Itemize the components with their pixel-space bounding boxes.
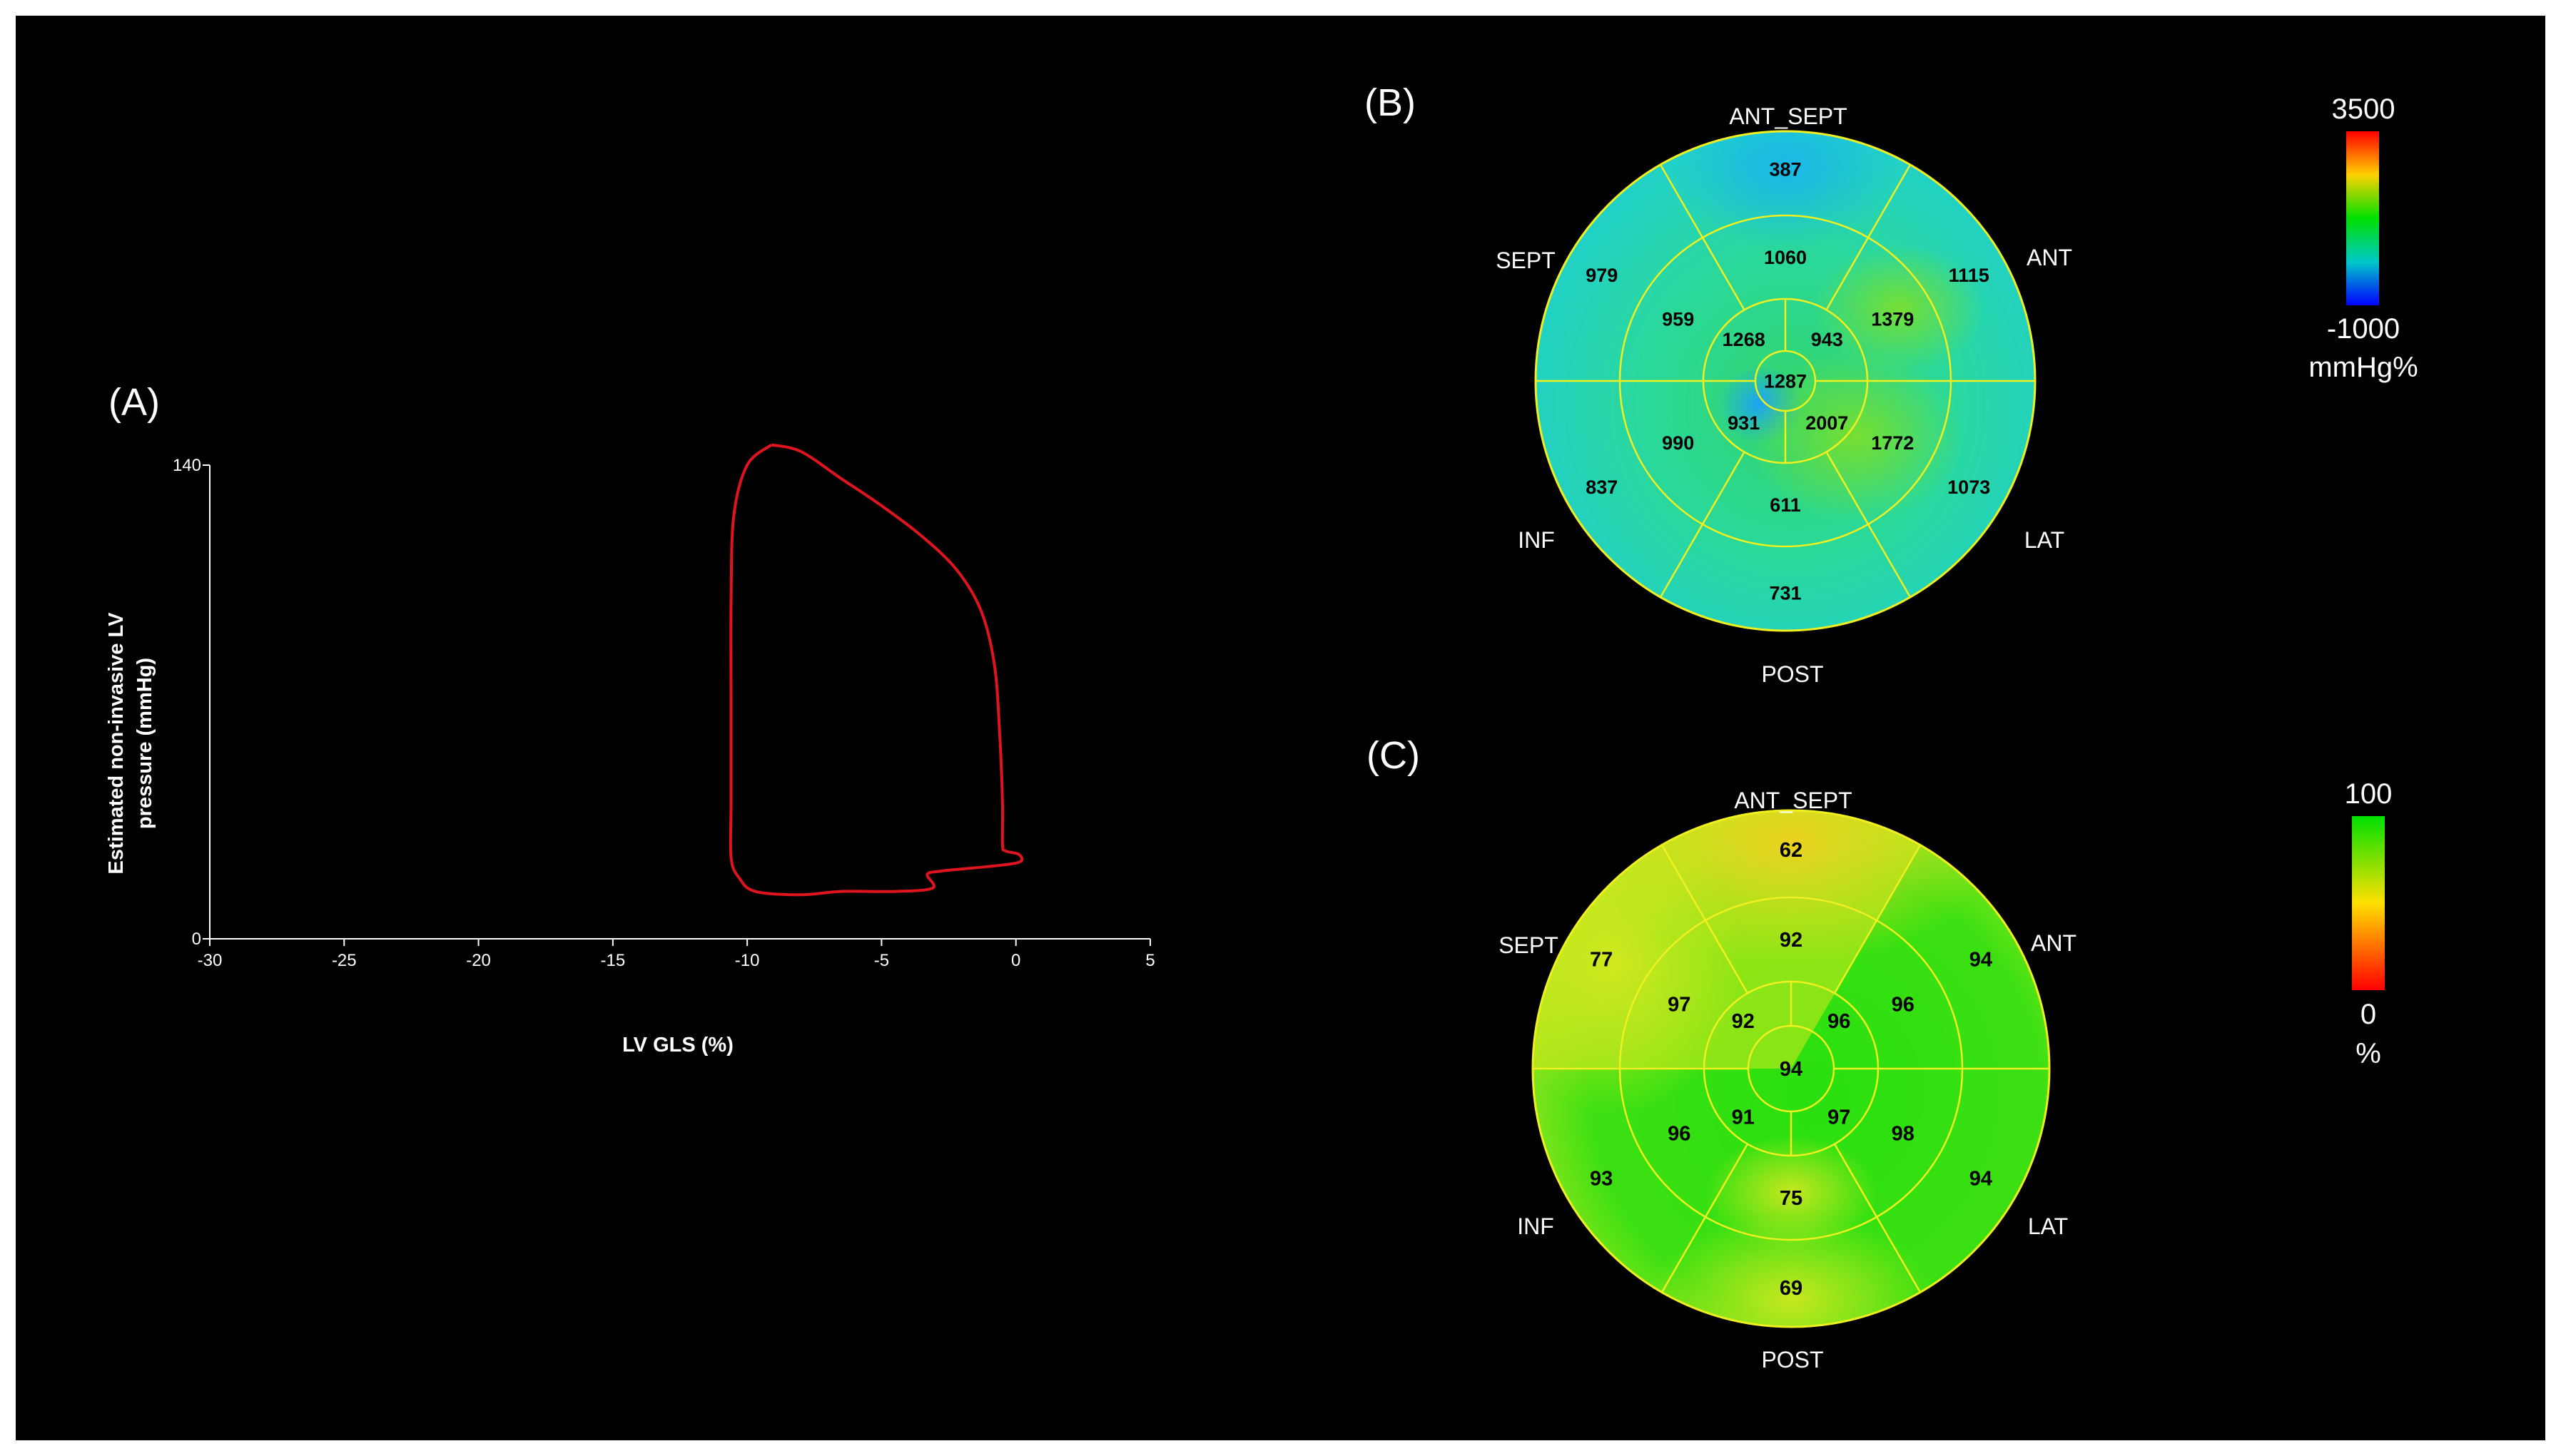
- segment-value-mid-ant-sept: 1060: [1764, 247, 1807, 268]
- segment-value-apex: 94: [1780, 1058, 1802, 1081]
- wall-label-lat: LAT: [2028, 1213, 2068, 1239]
- figure-canvas: (A) -30 -25 -20 -15 -10 -5 0 5 0 140 Estimated no…: [105, 81, 2418, 1373]
- segment-value-basal-ant: 1115: [1949, 265, 1989, 286]
- colorbar-b-min: -1000: [2327, 313, 2400, 345]
- segment-value-basal-sept: 979: [1586, 265, 1618, 286]
- segment-value-mid-ant: 1379: [1871, 309, 1914, 330]
- colorbar-b-gradient: [2346, 131, 2379, 305]
- x-tick-label: -30: [198, 951, 223, 970]
- x-axis-label: LV GLS (%): [622, 1034, 734, 1057]
- segment-value-mid-sept: 959: [1662, 309, 1694, 330]
- segment-value-mid-inf: 96: [1668, 1123, 1690, 1146]
- segment-value-apical-lat: 97: [1827, 1106, 1850, 1129]
- bullseye-b: 387 1060 1115 1379 1073 1772 731 611 837 990 979 95…: [1534, 130, 2037, 632]
- bullseye-divider: [1659, 451, 1745, 598]
- segment-value-mid-inf: 990: [1662, 432, 1694, 454]
- bullseye-divider: [1833, 1144, 1922, 1293]
- segment-value-basal-inf: 837: [1586, 477, 1618, 498]
- x-tick-label: -15: [601, 951, 626, 970]
- segment-value-apical-sept: 92: [1732, 1010, 1755, 1033]
- bullseye-b-background: [1536, 131, 2035, 631]
- bullseye-divider: [1659, 164, 1745, 311]
- segment-value-apical-inf: 931: [1728, 412, 1760, 434]
- x-tick-label: -25: [332, 951, 357, 970]
- segment-value-basal-ant-sept: 387: [1769, 158, 1801, 180]
- segment-value-apical-lat: 2007: [1805, 412, 1848, 434]
- segment-value-mid-ant: 96: [1892, 994, 1915, 1017]
- pressure-strain-loop: [729, 443, 1024, 897]
- segment-value-mid-lat: 98: [1892, 1123, 1915, 1146]
- x-tick-label: -10: [735, 951, 760, 970]
- wall-labels-b: ANT_SEPT SEPT ANT INF LAT POST: [1496, 103, 2072, 687]
- segment-value-basal-lat: 94: [1969, 1168, 1992, 1191]
- segment-value-mid-post: 75: [1780, 1187, 1802, 1210]
- colorbar-b-unit: mmHg%: [2308, 352, 2418, 383]
- wall-label-inf: INF: [1518, 527, 1555, 553]
- wall-label-ant-sept: ANT_SEPT: [1734, 788, 1852, 813]
- wall-label-ant: ANT: [2027, 245, 2072, 270]
- segment-value-basal-ant-sept: 62: [1780, 839, 1802, 862]
- bullseye-c: 62 92 94 96 94 98 69 75 93 96 77 97 96 97 91 92 94: [1531, 809, 2051, 1328]
- segment-value-apical-ant: 96: [1827, 1010, 1850, 1033]
- figure-panel: (A) -30 -25 -20 -15 -10 -5 0 5 0 140 Estimated no…: [16, 16, 2545, 1440]
- segment-value-apical-sept: 1268: [1723, 329, 1765, 350]
- bullseye-divider: [1660, 1144, 1749, 1293]
- y-tick-label: 140: [173, 456, 201, 475]
- wall-label-ant: ANT: [2031, 930, 2076, 956]
- colorbar-c: 100 0 %: [2345, 778, 2393, 1069]
- y-axis-label-line2: pressure (mmHg): [133, 658, 156, 829]
- colorbar-c-max: 100: [2345, 778, 2393, 810]
- wall-label-sept: SEPT: [1498, 932, 1558, 958]
- bullseye-divider: [1825, 164, 1912, 311]
- colorbar-c-gradient: [2352, 816, 2385, 990]
- y-axis-label-line1: Estimated non-invasive LV: [105, 612, 128, 875]
- wall-label-post: POST: [1761, 661, 1823, 687]
- x-tick-label: -5: [874, 951, 889, 970]
- segment-value-basal-ant: 94: [1969, 949, 1992, 972]
- segment-value-mid-lat: 1772: [1871, 432, 1914, 454]
- colorbar-c-min: 0: [2360, 999, 2376, 1030]
- bullseye-divider: [1825, 451, 1912, 598]
- panel-a-label: (A): [108, 381, 160, 424]
- segment-value-basal-post: 69: [1780, 1277, 1802, 1300]
- wall-label-sept: SEPT: [1496, 248, 1556, 273]
- x-tick-label: -20: [466, 951, 491, 970]
- wall-labels-c: ANT_SEPT SEPT ANT INF LAT POST: [1498, 788, 2076, 1373]
- colorbar-b: 3500 -1000 mmHg%: [2308, 93, 2418, 383]
- wall-label-inf: INF: [1517, 1213, 1554, 1239]
- segment-value-mid-ant-sept: 92: [1780, 929, 1802, 952]
- wall-label-lat: LAT: [2024, 527, 2064, 553]
- panel-b-label: (B): [1364, 81, 1416, 124]
- segment-value-apical-inf: 91: [1732, 1106, 1755, 1129]
- segment-value-basal-sept: 77: [1590, 949, 1613, 972]
- segment-value-basal-post: 731: [1769, 583, 1801, 604]
- y-tick-label: 0: [192, 930, 201, 949]
- pressure-strain-plot: -30 -25 -20 -15 -10 -5 0 5 0 140: [173, 443, 1155, 970]
- segment-value-apical-ant: 943: [1811, 329, 1843, 350]
- colorbar-b-max: 3500: [2332, 93, 2395, 125]
- colorbar-c-unit: %: [2355, 1038, 2381, 1069]
- segment-value-mid-post: 611: [1770, 494, 1801, 516]
- segment-value-basal-inf: 93: [1590, 1168, 1613, 1191]
- bullseye-c-background: [1533, 810, 2049, 1327]
- wall-label-ant-sept: ANT_SEPT: [1729, 103, 1847, 129]
- wall-label-post: POST: [1761, 1347, 1823, 1373]
- bullseye-divider: [1660, 844, 1749, 994]
- panel-c-label: (C): [1366, 734, 1420, 777]
- segment-value-basal-lat: 1073: [1947, 477, 1990, 498]
- segment-value-mid-sept: 97: [1668, 994, 1690, 1017]
- segment-value-apex: 1287: [1764, 371, 1807, 392]
- x-tick-label: 0: [1011, 951, 1020, 970]
- x-tick-label: 5: [1145, 951, 1155, 970]
- bullseye-divider: [1833, 844, 1922, 994]
